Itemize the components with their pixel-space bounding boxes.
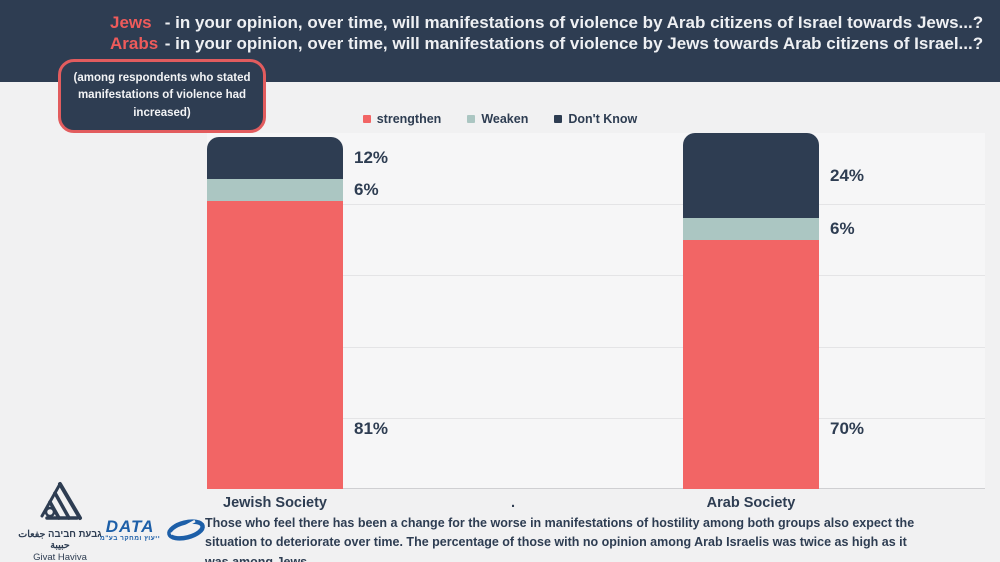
legend-item-weaken: Weaken: [467, 112, 528, 126]
legend-item-strengthen: strengthen: [362, 112, 442, 126]
legend: strengthen Weaken Don't Know: [0, 112, 1000, 126]
header-highlight-arabs: Arabs: [110, 34, 159, 53]
legend-swatch-icon: [362, 115, 371, 123]
value-label-don-t-know-jewish-society: 12%: [354, 147, 389, 167]
header-line-arabs: Arabs - in your opinion, over time, will…: [0, 33, 1000, 54]
x-label-jewish-society: Jewish Society: [223, 495, 327, 511]
givat-haviva-logo: גבעת חביבה جفعات حبيبة Givat Haviva: [12, 481, 108, 562]
callout-note: (among respondents who stated manifestat…: [58, 59, 266, 133]
chart: 12%6%81%24%6%70% 020406080100 Jewish Soc…: [207, 133, 985, 511]
data-swoosh-icon: [167, 519, 206, 541]
data-logo: DATA ייעוץ ומחקר בע"מ: [100, 517, 207, 543]
legend-swatch-icon: [554, 115, 563, 123]
segment-weaken-jewish-society: [207, 179, 343, 201]
data-logo-subtitle: ייעוץ ומחקר בע"מ: [100, 535, 161, 542]
gridline-60: [207, 275, 985, 277]
gridline-40: [207, 346, 985, 348]
legend-label: strengthen: [376, 112, 442, 126]
legend-label: Don't Know: [568, 112, 638, 126]
plot-area: 12% 6% 81% 24% 6% 70%: [207, 133, 985, 489]
segment-don-t-know-arab-society: [683, 133, 819, 219]
legend-item-don-t-know: Don't Know: [554, 112, 637, 126]
x-axis-line: [207, 488, 985, 489]
givat-haviva-native-name: גבעת חביבה جفعات حبيبة: [18, 529, 102, 551]
legend-label: Weaken: [481, 112, 529, 126]
segment-strengthen-jewish-society: [207, 200, 343, 489]
value-label-weaken-jewish-society: 6%: [354, 179, 379, 199]
gridline-20: [207, 417, 985, 419]
givat-haviva-english-name: Givat Haviva: [33, 552, 87, 562]
value-label-don-t-know-arab-society: 24%: [830, 165, 865, 185]
header-question-arabs: - in your opinion, over time, will manif…: [160, 34, 984, 53]
bar-jewish-society: [207, 136, 343, 489]
segment-weaken-arab-society: [683, 218, 819, 240]
legend-swatch-icon: [467, 115, 476, 123]
value-label-strengthen-arab-society: 70%: [830, 419, 865, 438]
x-label-dot: .: [510, 495, 516, 511]
gridline-80: [207, 204, 985, 206]
header-highlight-jews: Jews: [110, 13, 152, 32]
value-label-strengthen-jewish-society: 81%: [354, 419, 389, 438]
data-logo-wordmark: DATA: [105, 517, 155, 536]
segment-strengthen-arab-society: [683, 239, 819, 489]
givat-haviva-triangle-icon: [40, 482, 82, 520]
footer-note: Those who feel there has been a change f…: [205, 516, 915, 562]
header-line-jews: Jews - in your opinion, over time, will …: [0, 12, 1000, 33]
value-label-weaken-arab-society: 6%: [830, 219, 855, 239]
x-label-arab-society: Arab Society: [706, 495, 796, 511]
segment-don-t-know-jewish-society: [207, 136, 343, 180]
bar-arab-society: [683, 133, 819, 489]
header-question-jews: - in your opinion, over time, will manif…: [160, 13, 984, 32]
